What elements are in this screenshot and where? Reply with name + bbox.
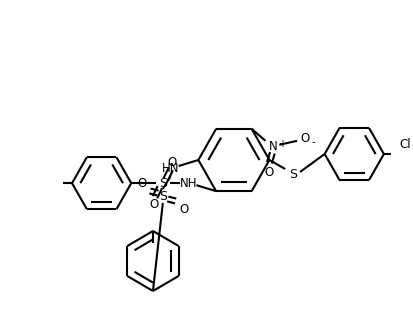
- Text: O: O: [179, 203, 188, 215]
- Text: O: O: [150, 198, 159, 211]
- Text: Cl: Cl: [400, 137, 411, 150]
- Text: S: S: [289, 167, 297, 181]
- Text: O: O: [265, 166, 274, 179]
- Text: N: N: [269, 140, 278, 153]
- Text: O: O: [138, 176, 147, 190]
- Text: S: S: [159, 177, 167, 190]
- Text: S: S: [159, 190, 167, 203]
- Text: +: +: [278, 139, 286, 149]
- Text: NH: NH: [180, 177, 197, 190]
- Text: O: O: [167, 156, 176, 169]
- Text: HN: HN: [162, 162, 180, 175]
- Text: O: O: [300, 132, 310, 145]
- Text: -: -: [311, 137, 315, 147]
